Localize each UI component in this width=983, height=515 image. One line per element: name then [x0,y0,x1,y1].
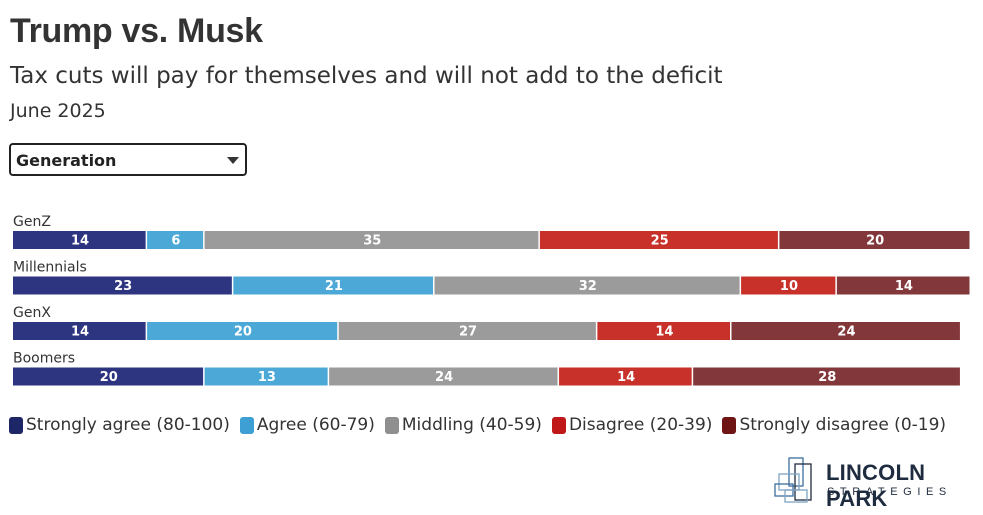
data-label-millennials-strongly-disagree: 14 [895,279,913,294]
bar-segment-boomers-agree[interactable] [204,367,328,386]
legend-label: Strongly agree (80-100) [26,415,230,435]
legend-item-agree[interactable]: Agree (60-79) [239,415,375,435]
legend-item-disagree[interactable]: Disagree (20-39) [551,415,713,435]
data-label-boomers-strongly-disagree: 28 [818,370,836,385]
bar-segment-genz-agree[interactable] [147,231,204,249]
data-label-genz-disagree: 25 [651,234,669,249]
legend-swatch-strongly-disagree [722,416,737,434]
bar-segment-genx-disagree[interactable] [597,322,730,340]
data-label-genx-strongly-agree: 14 [71,325,89,340]
data-label-boomers-agree: 13 [258,370,276,385]
legend-label: Disagree (20-39) [568,415,713,435]
bar-segment-millennials-strongly-disagree[interactable] [836,276,970,295]
data-label-genz-middling: 35 [363,234,381,249]
logo-mark-icon [774,457,812,503]
bar-segment-genz-disagree[interactable] [539,231,778,249]
chart-title: Trump vs. Musk [10,12,263,50]
category-label-boomers: Boomers [13,351,75,367]
category-label-genz: GenZ [13,214,51,230]
data-label-boomers-strongly-agree: 20 [100,370,118,385]
data-label-millennials-strongly-agree: 23 [114,279,132,294]
data-label-genz-strongly-agree: 14 [71,234,89,249]
bar-segment-millennials-disagree[interactable] [741,276,836,295]
generation-dropdown[interactable]: Generation [9,143,247,176]
legend-swatch-agree [239,416,254,434]
bar-segment-millennials-agree[interactable] [233,276,434,295]
logo-text-sub: STRATEGIES [827,486,952,498]
bar-segment-genx-agree[interactable] [147,322,338,340]
bar-segment-millennials-strongly-agree[interactable] [13,276,232,295]
data-label-genz-strongly-disagree: 20 [866,234,884,249]
stacked-bar-chart: GenZ 14 6 35 25 20 Millennials 23 21 32 10 14 GenX 14… [13,214,970,386]
category-label-millennials: Millennials [13,260,87,276]
legend-item-middling[interactable]: Middling (40-59) [384,415,542,435]
logo-text-main: LINCOLN PARK [826,460,926,511]
bar-segment-genx-strongly-agree[interactable] [13,322,146,340]
legend-label: Agree (60-79) [256,415,375,435]
data-label-genx-strongly-disagree: 24 [837,325,855,340]
legend-swatch-disagree [551,416,566,434]
data-label-genx-middling: 27 [459,325,477,340]
chart-date: June 2025 [10,100,106,122]
category-label-genx: GenX [13,305,51,321]
bar-segment-genz-strongly-disagree[interactable] [779,231,970,249]
data-label-boomers-disagree: 14 [617,370,635,385]
data-label-genz-agree: 6 [171,234,180,249]
legend: Strongly agree (80-100) Agree (60-79) Mi… [9,414,956,436]
bar-segment-millennials-middling[interactable] [434,276,740,295]
legend-label: Strongly disagree (0-19) [739,415,947,435]
lincoln-park-logo: LINCOLN PARK STRATEGIES [773,456,978,511]
legend-item-strongly-disagree[interactable]: Strongly disagree (0-19) [722,415,946,435]
bar-segment-boomers-middling[interactable] [329,367,558,386]
bar-segment-genz-strongly-agree[interactable] [13,231,146,249]
legend-swatch-middling [384,416,399,434]
legend-swatch-strongly-agree [9,416,23,434]
bar-segment-boomers-strongly-disagree[interactable] [693,367,960,386]
bar-segment-genx-middling[interactable] [338,322,596,340]
data-label-millennials-disagree: 10 [780,279,798,294]
bar-segment-genx-strongly-disagree[interactable] [731,322,960,340]
data-label-millennials-middling: 32 [579,279,597,294]
chevron-down-icon[interactable] [227,157,239,164]
bar-segment-boomers-strongly-agree[interactable] [13,367,204,386]
data-label-boomers-middling: 24 [435,370,453,385]
legend-item-strongly-agree[interactable]: Strongly agree (80-100) [9,415,230,435]
data-label-millennials-agree: 21 [325,279,343,294]
legend-label: Middling (40-59) [401,415,542,435]
dropdown-selected-value: Generation [16,151,117,170]
data-label-genx-disagree: 14 [655,325,673,340]
bar-segment-genz-middling[interactable] [204,231,539,249]
bar-segment-boomers-disagree[interactable] [559,367,692,386]
chart-subtitle: Tax cuts will pay for themselves and wil… [10,63,723,89]
data-label-genx-agree: 20 [234,325,252,340]
